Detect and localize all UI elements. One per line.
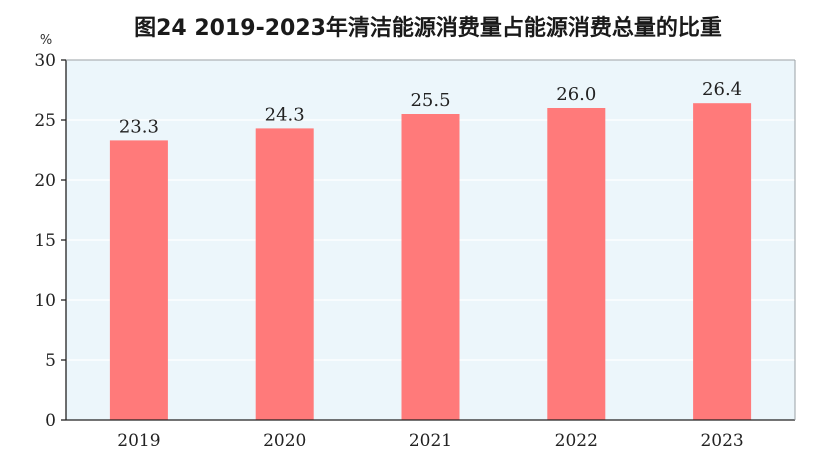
bar-2021 [401, 114, 460, 420]
y-unit-label: % [40, 33, 52, 48]
data-label: 24.3 [265, 104, 305, 125]
data-label: 26.0 [556, 84, 596, 105]
y-tick-label: 5 [45, 351, 56, 371]
bar-2019 [109, 140, 168, 420]
x-tick-label: 2020 [263, 431, 306, 451]
y-tick-labels: 0 5 10 15 20 25 30 [34, 51, 56, 431]
chart-title: 图24 2019-2023年清洁能源消费量占能源消费总量的比重 [134, 15, 722, 41]
data-labels: 23.3 24.3 25.5 26.0 26.4 [119, 79, 742, 137]
x-tick-label: 2023 [700, 431, 743, 451]
y-tick-label: 20 [34, 171, 56, 191]
x-tick-label: 2019 [117, 431, 160, 451]
y-tick-label: 15 [34, 231, 56, 251]
bars [109, 103, 752, 420]
y-tick-label: 30 [34, 51, 56, 71]
x-tick-label: 2022 [555, 431, 598, 451]
bar-2020 [255, 128, 314, 420]
x-tick-labels: 2019 2020 2021 2022 2023 [117, 431, 743, 451]
axes [61, 59, 796, 421]
bar-2023 [693, 103, 752, 420]
y-tick-label: 0 [45, 411, 56, 431]
bar-2022 [547, 108, 606, 420]
y-tick-label: 10 [34, 291, 56, 311]
data-label: 23.3 [119, 116, 159, 137]
data-label: 26.4 [702, 79, 742, 100]
x-tick-label: 2021 [409, 431, 452, 451]
data-label: 25.5 [410, 90, 450, 111]
y-tick-label: 25 [34, 111, 56, 131]
